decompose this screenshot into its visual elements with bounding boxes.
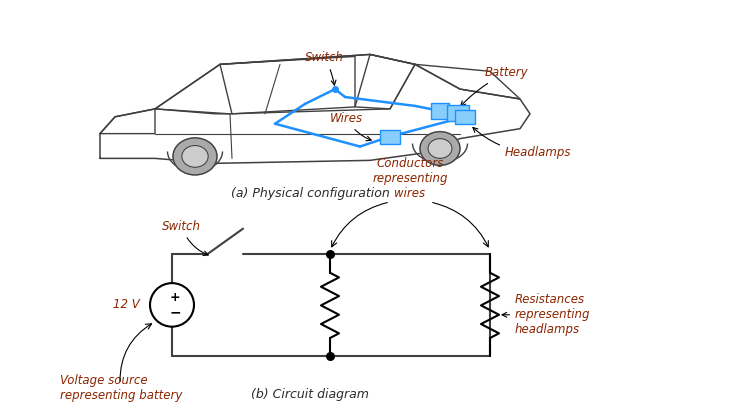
- Circle shape: [150, 283, 194, 327]
- Text: Voltage source
representing battery: Voltage source representing battery: [60, 374, 182, 402]
- Text: (a) Physical configuration: (a) Physical configuration: [231, 187, 389, 200]
- Text: Conductors
representing
wires: Conductors representing wires: [372, 157, 448, 200]
- Text: Switch: Switch: [162, 220, 208, 256]
- Text: Switch: Switch: [305, 52, 344, 85]
- Ellipse shape: [420, 132, 460, 165]
- Text: Battery: Battery: [461, 66, 529, 106]
- Ellipse shape: [182, 146, 208, 167]
- Text: Wires: Wires: [330, 112, 371, 141]
- FancyBboxPatch shape: [455, 110, 475, 124]
- Text: −: −: [169, 306, 181, 320]
- Text: Resistances
representing
headlamps: Resistances representing headlamps: [502, 293, 591, 336]
- FancyBboxPatch shape: [380, 130, 400, 144]
- Text: +: +: [170, 292, 180, 304]
- Ellipse shape: [428, 139, 452, 158]
- Text: 12 V: 12 V: [113, 299, 140, 311]
- FancyBboxPatch shape: [447, 105, 469, 121]
- Text: Headlamps: Headlamps: [473, 128, 571, 160]
- Ellipse shape: [173, 138, 217, 175]
- FancyBboxPatch shape: [431, 103, 449, 119]
- Text: (b) Circuit diagram: (b) Circuit diagram: [251, 388, 369, 401]
